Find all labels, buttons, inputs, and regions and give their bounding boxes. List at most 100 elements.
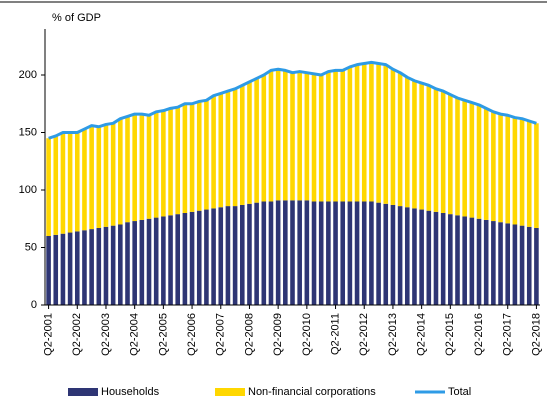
bar <box>275 200 281 305</box>
bar <box>189 211 195 305</box>
x-tick-label: Q2-2018 <box>530 313 542 356</box>
x-tick-label: Q2-2004 <box>129 313 141 356</box>
bar <box>340 70 346 202</box>
bar <box>340 201 346 305</box>
bar <box>462 100 467 217</box>
legend-label: Non-financial corporations <box>248 386 376 398</box>
bar <box>139 219 145 305</box>
bar <box>204 209 209 305</box>
total-line <box>48 60 537 140</box>
bar <box>175 107 181 215</box>
legend-label: Households <box>101 386 160 398</box>
bar <box>146 218 152 305</box>
bar <box>168 215 173 305</box>
bar <box>376 63 381 203</box>
bar <box>297 71 302 201</box>
x-tick-label: Q2-2011 <box>329 313 341 355</box>
bar <box>491 221 496 305</box>
bar <box>440 213 446 305</box>
bar <box>74 132 80 232</box>
bar <box>383 203 389 305</box>
bar <box>247 81 252 204</box>
bar <box>132 221 137 305</box>
bar <box>46 138 51 236</box>
bar <box>534 123 539 228</box>
bar <box>412 208 417 305</box>
y-tick-label: 200 <box>19 69 37 81</box>
bar <box>347 201 353 305</box>
bar <box>53 234 59 305</box>
x-tick-label: Q2-2013 <box>387 313 399 356</box>
bar <box>318 75 324 202</box>
bar <box>254 78 259 203</box>
bar <box>304 200 310 305</box>
bar <box>67 132 73 233</box>
bar <box>512 224 518 305</box>
bar <box>455 215 460 305</box>
bar <box>440 91 446 213</box>
bar <box>290 72 295 201</box>
bar <box>404 207 410 305</box>
bar <box>483 219 489 305</box>
bar <box>247 203 252 305</box>
bar <box>60 132 66 234</box>
bar <box>74 231 80 305</box>
bar <box>268 201 274 305</box>
bar <box>397 72 403 207</box>
bar <box>491 111 496 222</box>
bar <box>46 236 51 305</box>
bar <box>218 207 224 305</box>
bar <box>261 75 267 202</box>
bar <box>476 218 482 305</box>
x-tick-label: Q2-2001 <box>42 313 54 356</box>
x-tick-label: Q2-2014 <box>416 313 428 356</box>
bar <box>519 118 525 226</box>
bar <box>448 94 453 215</box>
bar <box>161 110 166 217</box>
y-tick-label: 50 <box>25 241 37 253</box>
bar <box>469 102 475 218</box>
bar <box>196 101 202 211</box>
bar <box>433 211 439 305</box>
bar <box>110 123 116 226</box>
bar <box>211 95 216 209</box>
bar <box>534 227 539 305</box>
bar <box>118 118 123 225</box>
x-tick-label: Q2-2015 <box>444 313 456 356</box>
bar <box>125 222 130 305</box>
bar <box>455 98 460 216</box>
bar <box>526 226 532 305</box>
bar <box>426 210 432 305</box>
bar <box>361 63 367 202</box>
bar <box>383 64 389 204</box>
bar <box>153 111 159 218</box>
bar <box>483 108 489 220</box>
bar <box>204 100 209 210</box>
legend-label: Total <box>448 386 471 398</box>
bar <box>361 201 367 305</box>
bar <box>261 201 267 305</box>
x-tick-label: Q2-2010 <box>301 313 313 356</box>
bar <box>519 225 525 305</box>
bar <box>283 70 288 201</box>
bar <box>211 208 216 305</box>
bar <box>146 115 152 219</box>
bar <box>505 115 511 224</box>
bar <box>476 104 482 219</box>
bar <box>96 126 102 228</box>
bar <box>232 206 238 305</box>
bar <box>103 124 109 227</box>
x-tick-label: Q2-2007 <box>215 313 227 356</box>
bar <box>498 114 503 223</box>
x-tick-label: Q2-2002 <box>71 313 83 356</box>
bar <box>512 117 518 225</box>
bar <box>96 227 102 305</box>
bar <box>290 200 295 305</box>
bar <box>419 83 424 210</box>
bar <box>390 204 396 305</box>
x-tick-label: Q2-2016 <box>473 313 485 356</box>
bar <box>304 72 310 201</box>
bar <box>369 62 374 202</box>
x-tick-label: Q2-2003 <box>100 313 112 356</box>
